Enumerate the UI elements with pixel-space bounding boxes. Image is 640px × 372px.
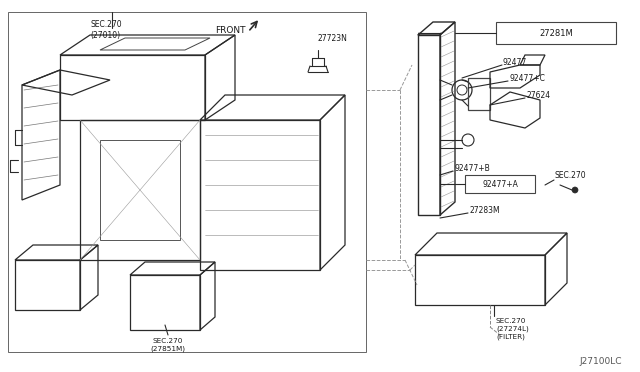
Bar xyxy=(8,12,366,352)
Text: 92477+C: 92477+C xyxy=(510,74,546,83)
Bar xyxy=(465,175,535,193)
Text: FRONT: FRONT xyxy=(216,26,246,35)
Text: SEC.270
(27274L)
(FILTER): SEC.270 (27274L) (FILTER) xyxy=(496,318,529,340)
Text: 92477+A: 92477+A xyxy=(482,180,518,189)
Text: 27723N: 27723N xyxy=(318,33,348,42)
Text: 92477+B: 92477+B xyxy=(455,164,491,173)
Text: 27281M: 27281M xyxy=(539,29,573,38)
Text: SEC.270: SEC.270 xyxy=(555,170,587,180)
Text: J27100LC: J27100LC xyxy=(579,357,622,366)
Text: SEC.270
(27010): SEC.270 (27010) xyxy=(90,20,122,40)
Text: SEC.270
(27851M): SEC.270 (27851M) xyxy=(150,338,186,352)
Circle shape xyxy=(572,187,578,193)
Text: 92477: 92477 xyxy=(503,58,527,67)
Text: 27283M: 27283M xyxy=(470,205,500,215)
Bar xyxy=(496,22,616,44)
Text: 27624: 27624 xyxy=(527,90,551,99)
